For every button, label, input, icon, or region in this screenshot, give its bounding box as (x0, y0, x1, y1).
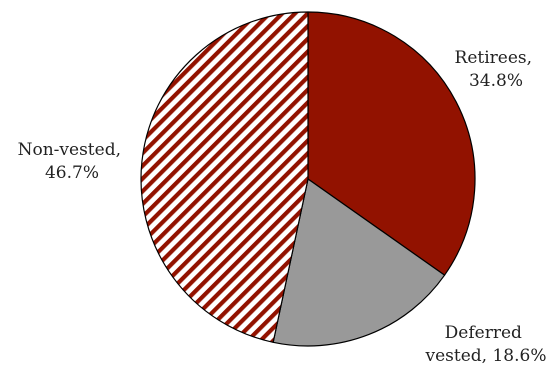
pie-slice-deferred-vested (272, 178, 446, 347)
slice-label-non-vested: Non-vested, 46.7% (18, 140, 127, 183)
slice-label-deferred-vested: Deferred vested, 18.6% (425, 323, 547, 366)
pie-slice-non-vested (140, 11, 309, 343)
slice-label-retirees: Retirees, 34.8% (455, 48, 538, 91)
pie-labels: Retirees, 34.8% Deferred vested, 18.6% N… (18, 48, 547, 366)
pie-slices (140, 11, 476, 347)
pie-slice-retirees (307, 11, 476, 276)
